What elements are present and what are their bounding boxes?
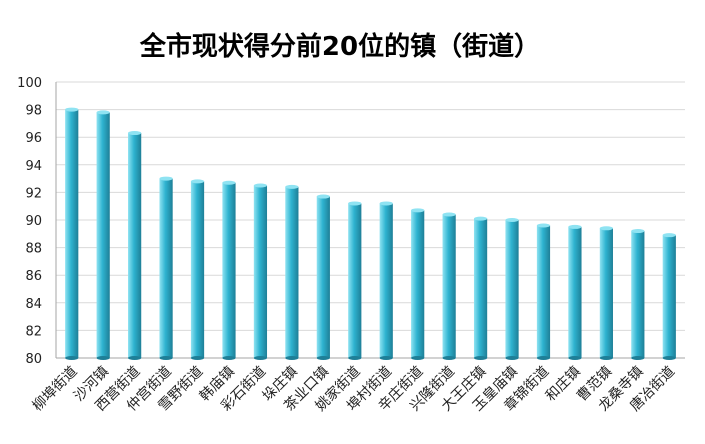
bar-top [285,184,299,189]
bar-top [473,216,488,221]
bar [662,235,676,358]
x-tick-label: 柳埠街道 [29,363,81,415]
y-tick-labels: 80 82 84 86 88 90 92 94 96 98 100 [17,76,42,367]
bar-top [253,183,268,188]
bar [505,220,519,358]
y-tick-label: 92 [25,186,42,201]
bar-top [348,201,362,206]
bar-top [128,131,142,136]
bar [285,186,299,358]
bar-top [316,194,330,199]
bar-base [662,356,676,360]
bar-base [190,356,205,360]
y-tick-label: 80 [25,352,42,367]
chart-title: 全市现状得分前20位的镇（街道） [139,31,540,62]
bar [190,181,205,358]
bar [348,203,362,358]
bar [631,231,645,358]
y-tick-label: 100 [17,76,42,91]
bar [222,182,236,358]
bar [316,196,330,358]
bar-top [599,226,613,231]
bar-top [222,180,236,185]
bar-base [379,356,393,360]
bar-top [65,107,79,112]
bar [568,226,582,358]
gridlines [56,81,685,359]
x-tick-label: 和庄镇 [542,363,584,405]
bar-base [316,356,330,360]
y-tick-label: 86 [25,269,42,284]
bar-base [348,356,362,360]
bar-base [128,356,142,360]
bar [536,225,551,358]
bar [253,185,268,358]
bar [65,109,79,358]
bar-base [411,356,425,360]
bar-top [505,218,519,222]
bar-base [599,356,613,360]
y-tick-label: 96 [25,131,42,146]
bar-base [536,356,551,360]
bar-top [379,201,393,206]
bar-top [631,229,645,234]
bar-top [411,208,425,213]
bar [411,210,425,358]
bar [379,203,393,358]
bar-base [631,356,645,360]
bars [65,107,676,360]
bar [473,218,488,358]
bar-base [568,356,582,360]
bar-base [96,356,110,360]
bar-base [159,356,173,360]
bar-top [536,223,551,228]
bar-top [442,212,456,217]
bar-base [442,356,456,360]
bar-top [190,179,205,184]
y-tick-label: 82 [25,324,42,339]
y-tick-label: 90 [25,214,42,229]
bar-top [662,233,676,238]
y-tick-label: 84 [25,297,42,312]
y-tick-label: 98 [25,104,42,119]
bar [599,228,613,358]
bar-base [473,356,488,360]
x-tick-labels: 柳埠街道沙河镇西营街道仲宫街道雪野街道韩庙镇彩石街道垛庄镇茶业口镇姚家街道埠村街… [29,363,678,415]
bar [442,214,456,358]
bar-top [96,110,110,115]
bar-base [505,356,519,360]
bar-base [285,356,299,360]
bar-base [65,356,79,360]
bar-top [568,224,582,229]
y-tick-label: 94 [25,159,42,174]
bar [128,133,142,358]
y-tick-label: 88 [25,242,42,257]
bar [159,178,173,358]
bar-base [222,356,236,360]
bar-base [253,356,268,360]
bar [96,112,110,358]
bar-top [159,176,173,181]
